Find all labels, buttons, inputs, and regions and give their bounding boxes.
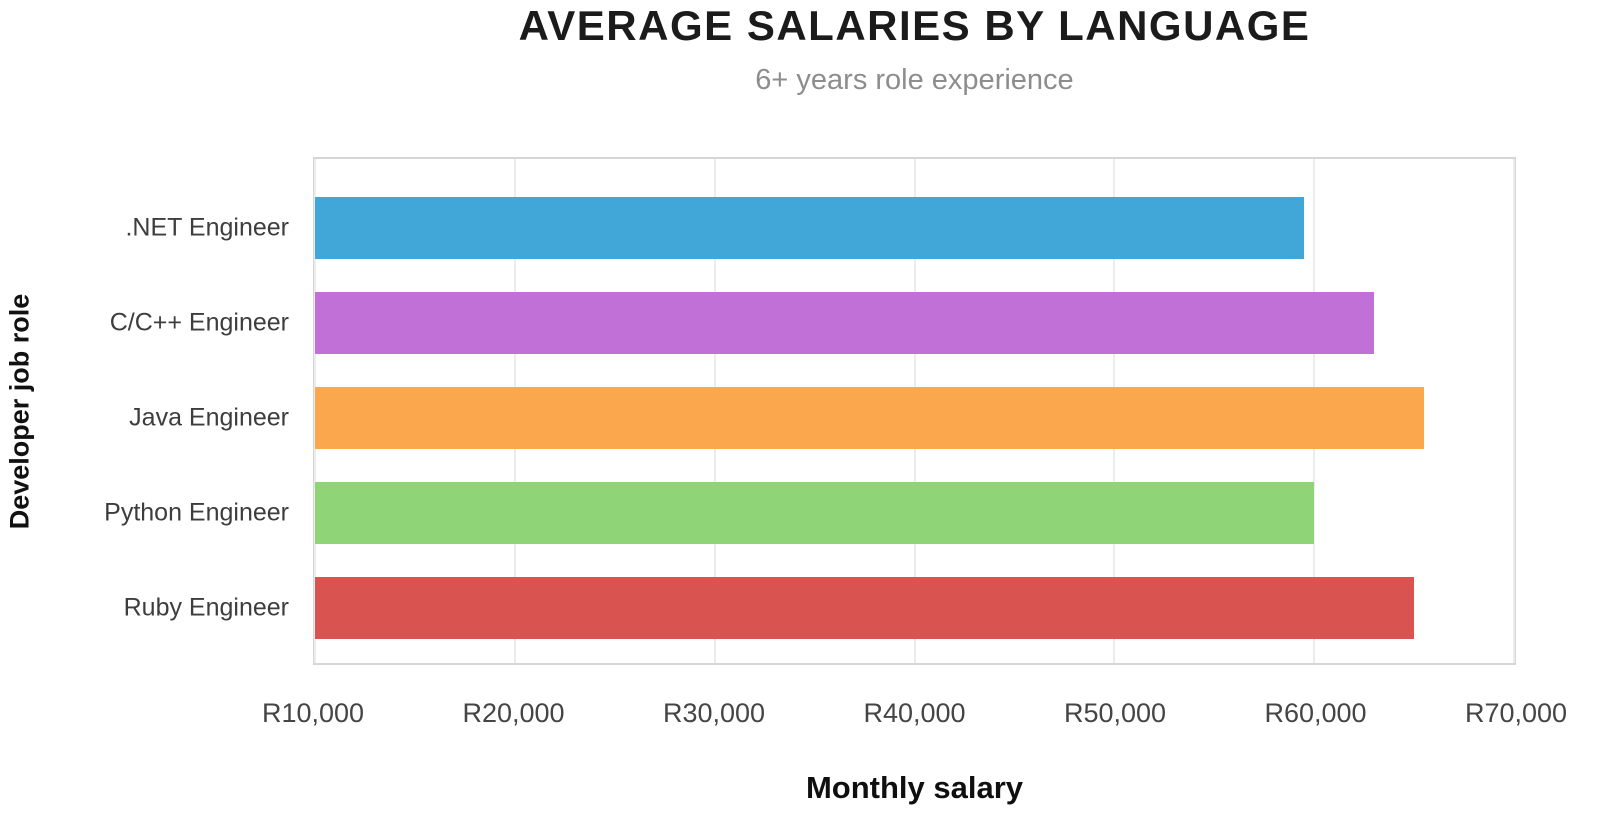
x-tick-label: R30,000 — [662, 698, 766, 728]
x-tick-label: R70,000 — [1464, 698, 1568, 728]
plot-area — [313, 157, 1516, 665]
y-tick-label: Java Engineer — [129, 403, 289, 432]
bar — [315, 481, 1315, 544]
x-tick-label: R50,000 — [1063, 698, 1167, 728]
bar — [315, 197, 1305, 260]
y-axis-title-text: Developer job role — [4, 293, 35, 529]
x-tick-label: R10,000 — [261, 698, 365, 728]
y-axis-title: Developer job role — [0, 157, 44, 665]
y-tick-label: Python Engineer — [104, 498, 289, 527]
chart-subtitle: 6+ years role experience — [755, 64, 1074, 96]
y-tick-labels: .NET Engineer C/C++ Engineer Java Engineer… — [40, 157, 313, 665]
bar — [315, 292, 1375, 355]
x-tick-label: R40,000 — [863, 698, 966, 728]
y-tick-label: .NET Engineer — [125, 213, 289, 242]
chart-title: AVERAGE SALARIES BY LANGUAGE — [518, 2, 1311, 49]
x-tick-label: R20,000 — [462, 698, 565, 728]
gridline — [1513, 159, 1515, 663]
y-tick-label: C/C++ Engineer — [109, 308, 289, 337]
x-axis-title: Monthly salary — [805, 770, 1024, 805]
x-tick-label: R60,000 — [1264, 698, 1367, 728]
bar — [315, 387, 1425, 449]
x-tick-labels: R10,000 R20,000 R30,000 R40,000 R50,000 R60,0… — [262, 698, 1567, 732]
y-tick-label: Ruby Engineer — [123, 593, 289, 622]
bar — [315, 576, 1415, 639]
